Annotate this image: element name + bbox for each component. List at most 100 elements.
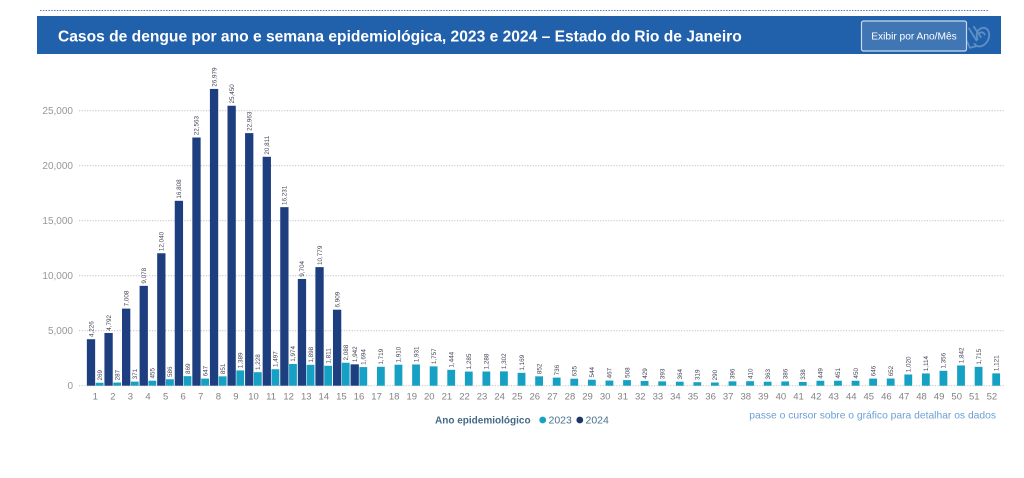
svg-text:12,040: 12,040	[159, 231, 166, 251]
svg-text:2024: 2024	[586, 415, 610, 427]
svg-text:Casos de dengue por ano e sema: Casos de dengue por ano e semana epidemi…	[58, 29, 742, 46]
svg-text:39: 39	[758, 391, 769, 402]
svg-text:23: 23	[477, 391, 488, 402]
svg-text:20,000: 20,000	[42, 161, 73, 172]
svg-text:28: 28	[565, 391, 576, 402]
svg-text:5: 5	[163, 391, 168, 402]
svg-text:34: 34	[670, 391, 681, 402]
svg-text:646: 646	[870, 365, 877, 376]
svg-text:635: 635	[572, 366, 579, 377]
svg-text:508: 508	[624, 367, 631, 378]
svg-text:290: 290	[712, 369, 719, 380]
svg-text:40: 40	[776, 391, 787, 402]
svg-text:11: 11	[266, 391, 276, 402]
svg-text:30: 30	[600, 391, 611, 402]
svg-text:38: 38	[740, 391, 751, 402]
svg-text:4,226: 4,226	[88, 321, 95, 337]
svg-text:26: 26	[530, 391, 541, 402]
svg-text:2,088: 2,088	[343, 344, 350, 360]
svg-text:46: 46	[881, 391, 892, 402]
svg-text:410: 410	[747, 368, 754, 379]
svg-text:passe o cursor sobre o gráfico: passe o cursor sobre o gráfico para deta…	[749, 411, 996, 422]
svg-text:20,811: 20,811	[264, 135, 271, 154]
svg-text:338: 338	[800, 369, 807, 380]
svg-text:450: 450	[853, 368, 860, 379]
svg-text:1: 1	[93, 391, 98, 402]
svg-text:25,450: 25,450	[229, 84, 236, 104]
svg-text:652: 652	[888, 365, 895, 376]
svg-text:2023: 2023	[549, 415, 573, 427]
svg-text:386: 386	[782, 368, 789, 379]
svg-text:16,808: 16,808	[176, 179, 183, 199]
svg-text:9,704: 9,704	[299, 261, 306, 277]
svg-text:7: 7	[198, 391, 203, 402]
svg-text:455: 455	[150, 367, 157, 378]
svg-text:16: 16	[354, 391, 365, 402]
svg-text:25: 25	[512, 391, 523, 402]
svg-text:27: 27	[547, 391, 558, 402]
svg-text:18: 18	[389, 391, 400, 402]
svg-text:393: 393	[659, 368, 666, 379]
svg-text:586: 586	[167, 366, 174, 377]
svg-text:851: 851	[220, 363, 227, 374]
svg-text:1,389: 1,389	[238, 352, 245, 368]
svg-text:7,008: 7,008	[123, 290, 130, 306]
svg-text:25,000: 25,000	[42, 106, 73, 117]
svg-text:269: 269	[97, 370, 104, 381]
svg-text:29: 29	[582, 391, 593, 402]
svg-text:31: 31	[617, 391, 628, 402]
svg-text:1,444: 1,444	[448, 351, 455, 367]
svg-text:51: 51	[969, 391, 980, 402]
svg-text:869: 869	[185, 363, 192, 374]
svg-text:20: 20	[424, 391, 435, 402]
svg-text:47: 47	[899, 391, 910, 402]
svg-text:6: 6	[181, 391, 186, 402]
svg-text:1,842: 1,842	[958, 347, 965, 363]
svg-text:24: 24	[494, 391, 505, 402]
svg-text:1,169: 1,169	[519, 354, 526, 370]
svg-text:1,942: 1,942	[352, 346, 359, 362]
svg-text:6,909: 6,909	[334, 291, 341, 307]
svg-text:43: 43	[828, 391, 839, 402]
svg-text:1,719: 1,719	[378, 348, 385, 364]
svg-text:26,979: 26,979	[211, 67, 218, 87]
svg-text:1,974: 1,974	[290, 346, 297, 362]
svg-text:35: 35	[688, 391, 699, 402]
svg-text:12: 12	[283, 391, 294, 402]
svg-text:544: 544	[589, 367, 596, 378]
svg-text:42: 42	[811, 391, 822, 402]
svg-text:50: 50	[951, 391, 962, 402]
svg-text:9: 9	[233, 391, 238, 402]
svg-text:45: 45	[864, 391, 875, 402]
svg-text:1,931: 1,931	[413, 346, 420, 362]
svg-text:5,000: 5,000	[48, 326, 73, 337]
svg-text:1,898: 1,898	[308, 346, 315, 362]
svg-text:22: 22	[459, 391, 470, 402]
svg-text:4: 4	[145, 391, 150, 402]
svg-text:32: 32	[635, 391, 646, 402]
svg-text:1,497: 1,497	[273, 351, 280, 367]
svg-text:1,757: 1,757	[431, 348, 438, 364]
svg-text:48: 48	[916, 391, 927, 402]
svg-text:15: 15	[336, 391, 347, 402]
svg-text:4,792: 4,792	[106, 315, 113, 331]
svg-text:736: 736	[554, 364, 561, 375]
svg-text:21: 21	[442, 391, 453, 402]
svg-text:8: 8	[216, 391, 221, 402]
svg-text:14: 14	[319, 391, 330, 402]
svg-text:10,000: 10,000	[42, 271, 73, 282]
svg-text:19: 19	[406, 391, 417, 402]
svg-text:449: 449	[818, 368, 825, 379]
svg-text:1,288: 1,288	[484, 353, 491, 369]
svg-text:1,114: 1,114	[923, 355, 930, 371]
svg-text:1,121: 1,121	[993, 355, 1000, 371]
svg-text:1,228: 1,228	[255, 354, 262, 370]
svg-text:3: 3	[128, 391, 133, 402]
svg-text:467: 467	[607, 367, 614, 378]
svg-text:647: 647	[202, 365, 209, 376]
svg-text:16,231: 16,231	[282, 185, 289, 205]
svg-text:Ano epidemiológico: Ano epidemiológico	[435, 416, 531, 427]
svg-text:1,811: 1,811	[325, 348, 332, 364]
svg-text:1,020: 1,020	[906, 356, 913, 372]
svg-text:429: 429	[642, 368, 649, 379]
